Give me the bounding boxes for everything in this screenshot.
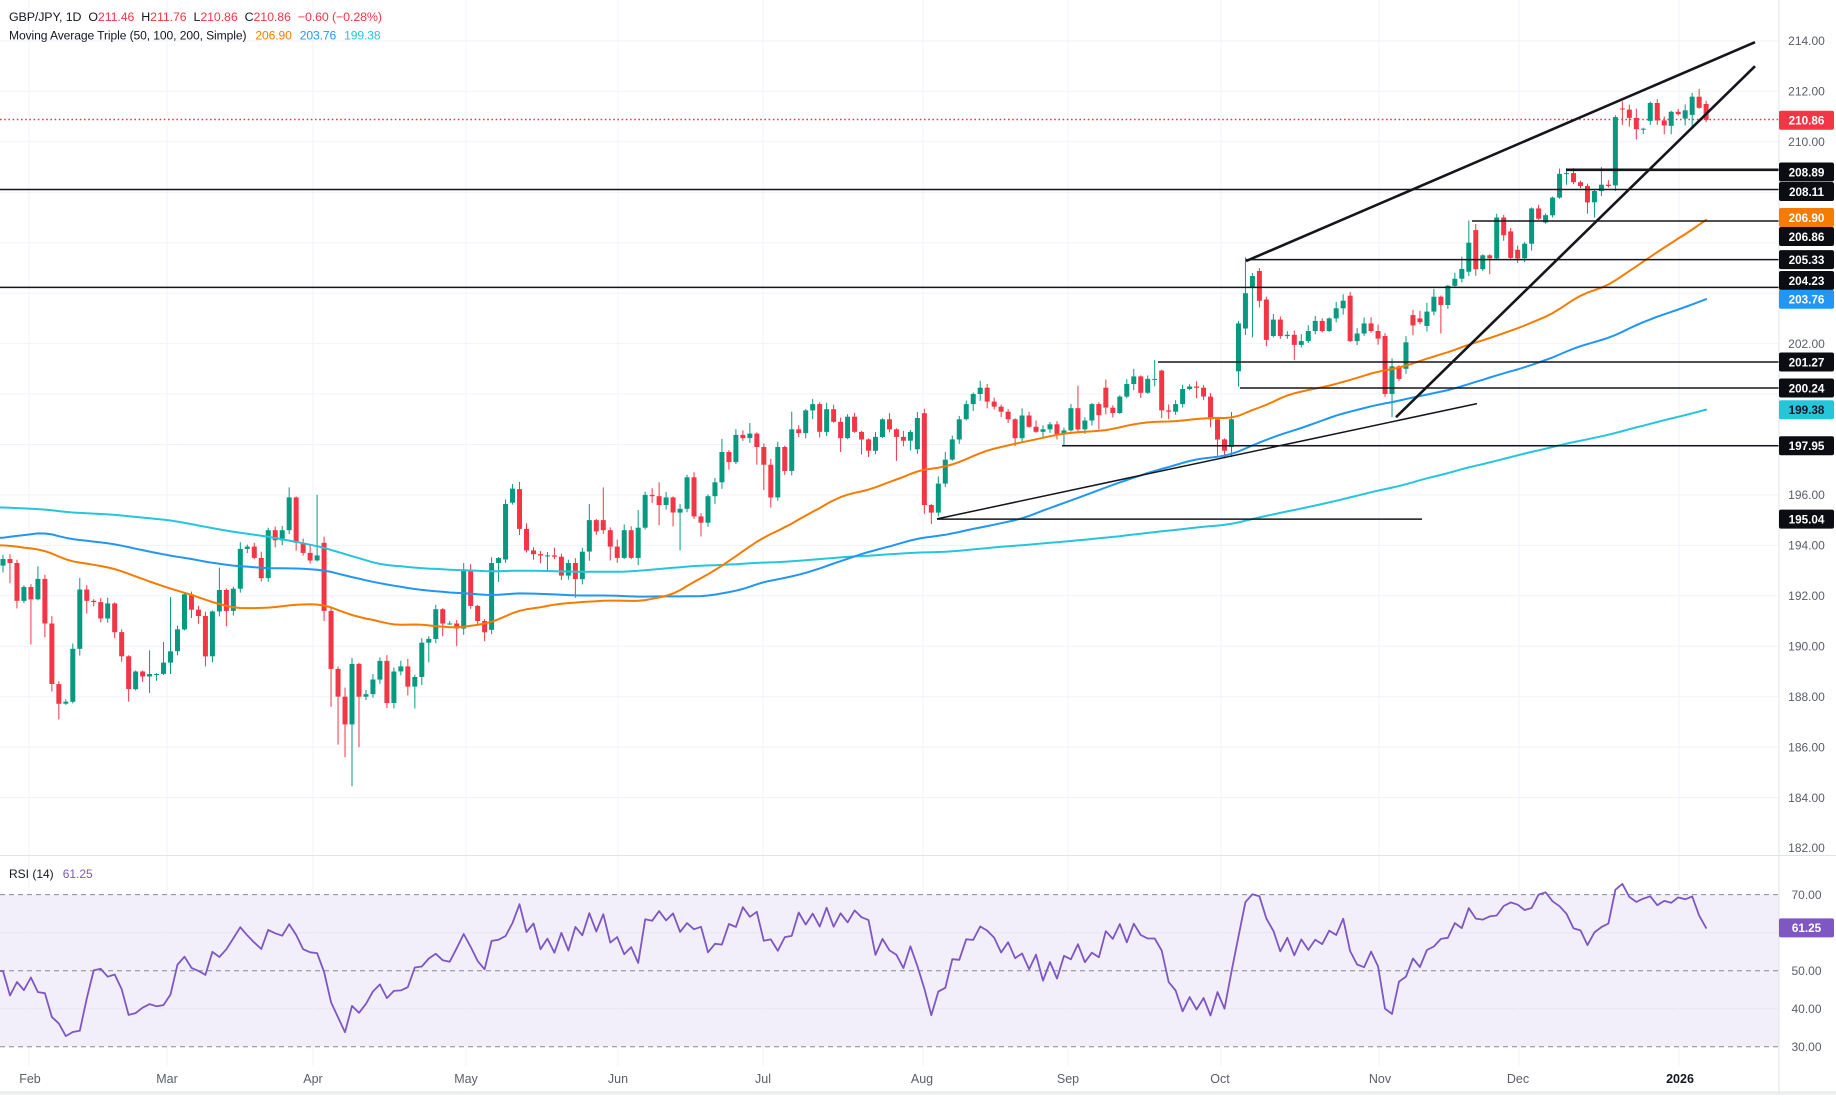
svg-text:199.38: 199.38 <box>1789 404 1825 417</box>
svg-text:Jul: Jul <box>755 1072 771 1086</box>
svg-text:Mar: Mar <box>156 1072 178 1086</box>
svg-text:214.00: 214.00 <box>1788 34 1825 48</box>
svg-text:190.00: 190.00 <box>1788 639 1825 653</box>
svg-text:RSI (14)61.25: RSI (14) 61.25 <box>9 867 93 881</box>
svg-text:208.89: 208.89 <box>1789 166 1825 179</box>
svg-text:192.00: 192.00 <box>1788 589 1825 603</box>
svg-text:Aug: Aug <box>911 1072 933 1086</box>
svg-text:197.95: 197.95 <box>1789 440 1825 453</box>
svg-text:Sep: Sep <box>1057 1072 1079 1086</box>
svg-text:70.00: 70.00 <box>1791 888 1821 902</box>
svg-text:188.00: 188.00 <box>1788 690 1825 704</box>
svg-text:182.00: 182.00 <box>1788 841 1825 855</box>
svg-text:208.11: 208.11 <box>1789 186 1825 199</box>
svg-text:186.00: 186.00 <box>1788 740 1825 754</box>
svg-text:212.00: 212.00 <box>1788 85 1825 99</box>
svg-text:30.00: 30.00 <box>1791 1040 1821 1054</box>
svg-text:204.23: 204.23 <box>1789 275 1825 288</box>
svg-text:206.90: 206.90 <box>1789 212 1825 225</box>
svg-text:Feb: Feb <box>19 1072 41 1086</box>
svg-text:Apr: Apr <box>303 1072 322 1086</box>
svg-text:202.00: 202.00 <box>1788 337 1825 351</box>
svg-text:210.86: 210.86 <box>1789 115 1825 128</box>
svg-text:May: May <box>454 1072 478 1086</box>
svg-text:184.00: 184.00 <box>1788 791 1825 805</box>
svg-text:195.04: 195.04 <box>1789 513 1825 526</box>
svg-text:Jun: Jun <box>608 1072 628 1086</box>
svg-text:201.27: 201.27 <box>1789 356 1825 369</box>
svg-text:205.33: 205.33 <box>1789 254 1825 267</box>
svg-text:194.00: 194.00 <box>1788 539 1825 553</box>
svg-text:203.76: 203.76 <box>1789 294 1825 307</box>
svg-text:200.24: 200.24 <box>1789 382 1825 395</box>
svg-text:Dec: Dec <box>1507 1072 1529 1086</box>
svg-text:50.00: 50.00 <box>1791 964 1821 978</box>
svg-text:196.00: 196.00 <box>1788 488 1825 502</box>
svg-text:Oct: Oct <box>1210 1072 1230 1086</box>
svg-text:Moving Average Triple (50, 100: Moving Average Triple (50, 100, 200, Sim… <box>9 29 381 43</box>
svg-text:61.25: 61.25 <box>1792 922 1822 935</box>
svg-text:40.00: 40.00 <box>1791 1002 1821 1016</box>
svg-text:206.86: 206.86 <box>1789 231 1825 244</box>
svg-text:210.00: 210.00 <box>1788 135 1825 149</box>
svg-text:2026: 2026 <box>1666 1072 1694 1086</box>
svg-text:Nov: Nov <box>1369 1072 1392 1086</box>
